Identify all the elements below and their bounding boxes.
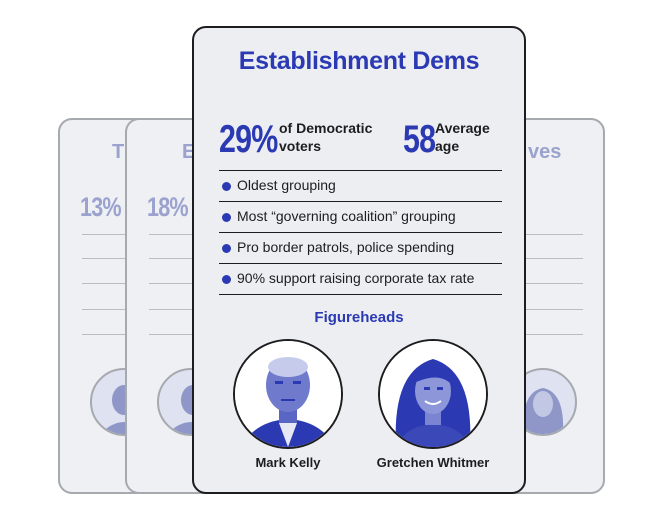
bullet-text: Pro border patrols, police spending — [237, 239, 455, 255]
share-label-line1: of Democratic — [279, 120, 373, 136]
share-value: 29% — [219, 118, 278, 161]
portrait-photo-icon — [378, 339, 488, 449]
bullet-dot-icon — [222, 182, 231, 191]
age-label-line1: Average — [435, 120, 490, 136]
share-label: of Democratic voters — [279, 119, 372, 155]
age-value: 58 — [403, 118, 436, 161]
divider — [477, 258, 583, 259]
divider — [477, 283, 583, 284]
divider — [477, 334, 583, 335]
divider — [477, 309, 583, 310]
bullet-dot-icon — [222, 244, 231, 253]
portrait-photo-icon — [233, 339, 343, 449]
figurehead-name: Gretchen Whitmer — [376, 455, 490, 470]
bullet-item: Pro border patrols, police spending — [219, 232, 502, 262]
bullet-text: 90% support raising corporate tax rate — [237, 270, 475, 286]
bullet-dot-icon — [222, 213, 231, 222]
back-card-title: T — [112, 141, 125, 163]
share-label-line2: voters — [279, 138, 322, 154]
bullet-dot-icon — [222, 275, 231, 284]
card-title: Establishment Dems — [238, 47, 480, 75]
bullet-item: 90% support raising corporate tax rate — [219, 263, 502, 293]
bullet-text: Most “governing coalition” grouping — [237, 208, 456, 224]
front-card: Establishment Dems 29% of Democratic vot… — [192, 26, 526, 494]
back-card-percent: 13% — [80, 192, 122, 222]
divider — [477, 234, 583, 235]
back-card-percent: 18% — [147, 192, 189, 222]
age-label-line2: age — [435, 138, 460, 154]
bullet-item: Oldest grouping — [219, 170, 502, 200]
bullet-item: Most “governing coalition” grouping — [219, 201, 502, 231]
back-card-title: ves — [528, 141, 562, 163]
age-label: Average age — [435, 119, 490, 155]
divider — [219, 294, 502, 295]
figureheads-heading: Figureheads — [314, 309, 404, 326]
bullet-text: Oldest grouping — [237, 177, 336, 193]
figurehead-name: Mark Kelly — [255, 455, 321, 470]
